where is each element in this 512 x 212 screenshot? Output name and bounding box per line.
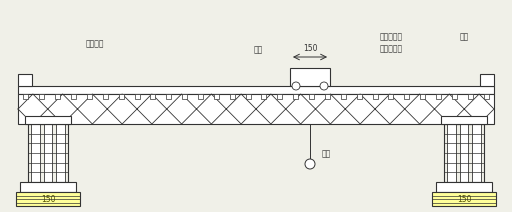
Bar: [262, 94, 266, 99]
Bar: [20, 182, 76, 192]
Bar: [182, 94, 187, 99]
Bar: [309, 94, 314, 99]
Text: 150: 150: [457, 194, 471, 204]
Text: 在引各橊机: 在引各橊机: [380, 45, 403, 53]
Bar: [39, 94, 45, 99]
Bar: [214, 94, 219, 99]
Bar: [432, 192, 496, 206]
Bar: [31, 124, 40, 182]
Bar: [452, 94, 457, 99]
Text: 天车: 天车: [460, 32, 470, 42]
Bar: [56, 124, 65, 182]
Bar: [357, 94, 361, 99]
Circle shape: [320, 82, 328, 90]
Bar: [18, 86, 494, 94]
Bar: [447, 124, 456, 182]
Text: 天车: 天车: [253, 46, 263, 54]
Bar: [151, 94, 155, 99]
Bar: [325, 94, 330, 99]
Bar: [290, 68, 330, 86]
Bar: [28, 124, 68, 182]
Bar: [467, 94, 473, 99]
Bar: [25, 116, 71, 124]
Bar: [404, 94, 409, 99]
Circle shape: [292, 82, 300, 90]
Text: 吸钉: 吸钉: [322, 149, 331, 159]
Text: 150: 150: [303, 44, 317, 53]
Bar: [71, 94, 76, 99]
Bar: [18, 94, 494, 124]
Bar: [373, 94, 377, 99]
Text: 150: 150: [41, 194, 55, 204]
Bar: [16, 192, 80, 206]
Bar: [55, 94, 60, 99]
Bar: [198, 94, 203, 99]
Bar: [483, 94, 488, 99]
Bar: [135, 94, 139, 99]
Bar: [472, 124, 481, 182]
Bar: [389, 94, 393, 99]
Bar: [420, 94, 425, 99]
Bar: [460, 124, 468, 182]
Bar: [44, 124, 52, 182]
Text: 桔桥用车: 桔桥用车: [86, 39, 104, 49]
Bar: [436, 94, 441, 99]
Bar: [87, 94, 92, 99]
Bar: [246, 94, 250, 99]
Circle shape: [305, 159, 315, 169]
Bar: [341, 94, 346, 99]
Bar: [230, 94, 234, 99]
Bar: [436, 182, 492, 192]
Bar: [444, 124, 484, 182]
Bar: [441, 116, 487, 124]
Bar: [480, 74, 494, 86]
Bar: [103, 94, 108, 99]
Bar: [278, 94, 282, 99]
Bar: [18, 74, 32, 86]
Bar: [119, 94, 123, 99]
Bar: [24, 94, 29, 99]
Bar: [293, 94, 298, 99]
Bar: [166, 94, 171, 99]
Text: 反生各橊机: 反生各橊机: [380, 32, 403, 42]
